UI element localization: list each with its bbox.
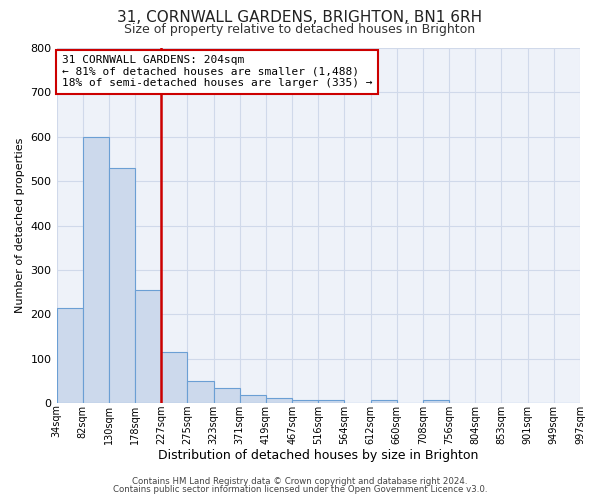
Bar bbox=[214, 388, 240, 403]
Text: 31 CORNWALL GARDENS: 204sqm
← 81% of detached houses are smaller (1,488)
18% of : 31 CORNWALL GARDENS: 204sqm ← 81% of det… bbox=[62, 55, 372, 88]
Y-axis label: Number of detached properties: Number of detached properties bbox=[15, 138, 25, 313]
Bar bbox=[187, 381, 214, 403]
Bar bbox=[292, 400, 318, 403]
Text: Contains public sector information licensed under the Open Government Licence v3: Contains public sector information licen… bbox=[113, 485, 487, 494]
Bar bbox=[161, 352, 187, 403]
Bar bbox=[109, 168, 135, 403]
Bar bbox=[240, 395, 266, 403]
Bar bbox=[83, 137, 109, 403]
Text: 31, CORNWALL GARDENS, BRIGHTON, BN1 6RH: 31, CORNWALL GARDENS, BRIGHTON, BN1 6RH bbox=[118, 10, 482, 25]
Bar bbox=[135, 290, 161, 403]
Text: Contains HM Land Registry data © Crown copyright and database right 2024.: Contains HM Land Registry data © Crown c… bbox=[132, 477, 468, 486]
Bar bbox=[56, 308, 83, 403]
Bar bbox=[266, 398, 292, 403]
Bar bbox=[318, 400, 344, 403]
X-axis label: Distribution of detached houses by size in Brighton: Distribution of detached houses by size … bbox=[158, 450, 478, 462]
Bar bbox=[423, 400, 449, 403]
Text: Size of property relative to detached houses in Brighton: Size of property relative to detached ho… bbox=[124, 22, 476, 36]
Bar bbox=[371, 400, 397, 403]
